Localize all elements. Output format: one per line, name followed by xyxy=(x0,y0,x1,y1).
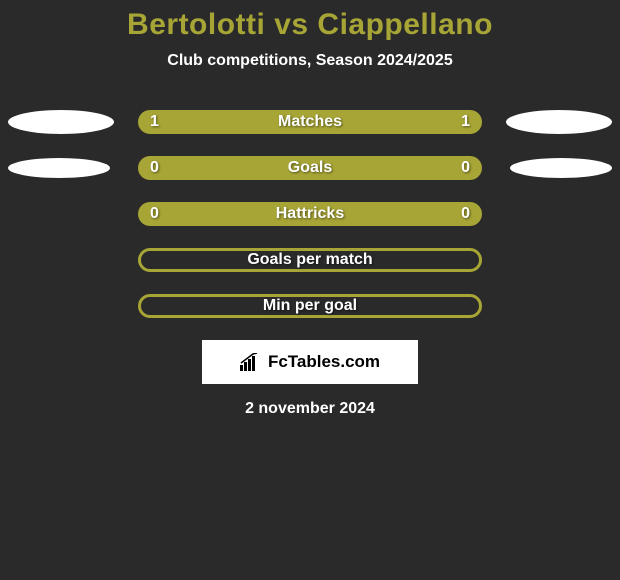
comparison-card: Bertolotti vs Ciappellano Club competiti… xyxy=(0,0,620,418)
stat-value-left: 0 xyxy=(150,205,159,223)
stat-row: 0 Goals 0 xyxy=(0,156,620,180)
player-right-ellipse xyxy=(506,110,612,134)
date-text: 2 november 2024 xyxy=(0,400,620,418)
brand-text: FcTables.com xyxy=(268,352,380,372)
stat-value-left: 1 xyxy=(150,113,159,131)
stat-row: Min per goal xyxy=(0,294,620,318)
stat-value-right: 0 xyxy=(461,205,470,223)
stat-label: Goals xyxy=(288,159,332,177)
stat-label: Hattricks xyxy=(276,205,344,223)
stat-bar: 0 Hattricks 0 xyxy=(138,202,482,226)
brand-badge: FcTables.com xyxy=(202,340,418,384)
stat-row: 0 Hattricks 0 xyxy=(0,202,620,226)
player-right-ellipse xyxy=(510,158,612,178)
stat-label: Goals per match xyxy=(247,251,372,269)
stat-value-right: 1 xyxy=(461,113,470,131)
stat-row: Goals per match xyxy=(0,248,620,272)
chart-icon xyxy=(240,353,262,371)
stat-label: Matches xyxy=(278,113,342,131)
stat-bar: Goals per match xyxy=(138,248,482,272)
player-left-ellipse xyxy=(8,110,114,134)
page-title: Bertolotti vs Ciappellano xyxy=(0,8,620,42)
stat-bar: 0 Goals 0 xyxy=(138,156,482,180)
stat-value-left: 0 xyxy=(150,159,159,177)
stat-value-right: 0 xyxy=(461,159,470,177)
subtitle: Club competitions, Season 2024/2025 xyxy=(0,52,620,70)
stat-bar: Min per goal xyxy=(138,294,482,318)
player-left-ellipse xyxy=(8,158,110,178)
stat-bar: 1 Matches 1 xyxy=(138,110,482,134)
stat-rows: 1 Matches 1 0 Goals 0 0 Hattricks 0 Goals per mat… xyxy=(0,110,620,318)
stat-row: 1 Matches 1 xyxy=(0,110,620,134)
stat-label: Min per goal xyxy=(263,297,357,315)
